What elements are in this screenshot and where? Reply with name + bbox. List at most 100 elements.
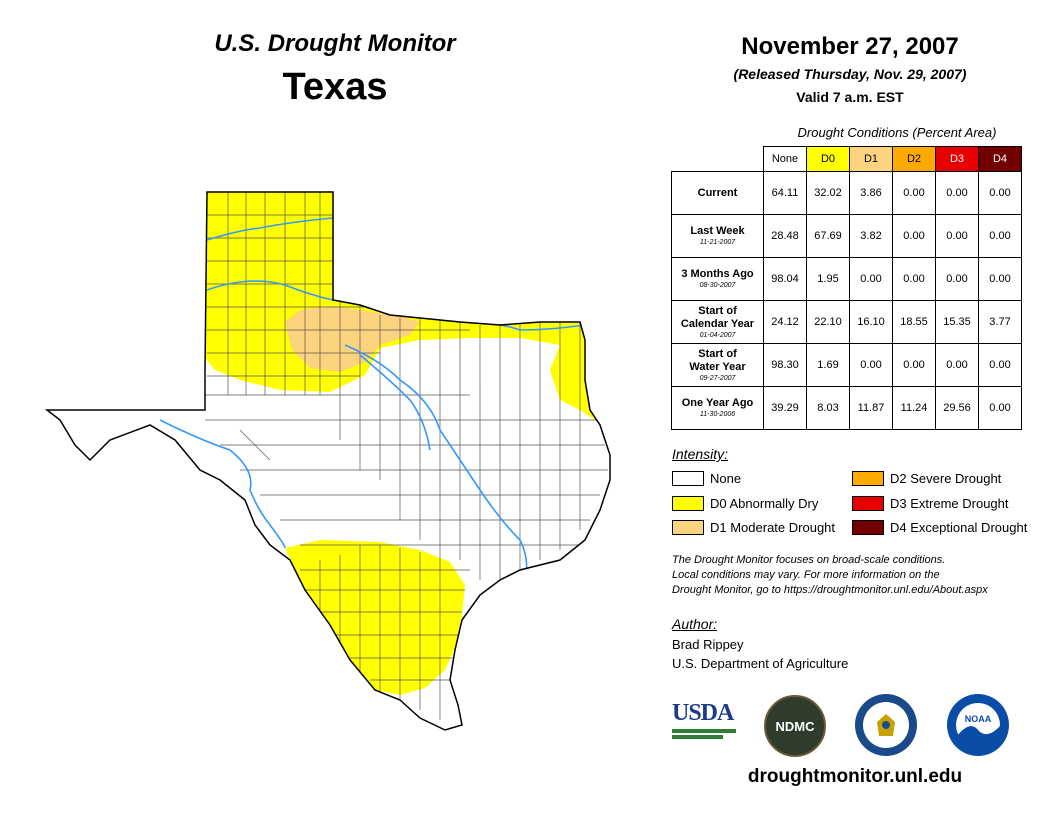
table-cell: 3.82: [849, 214, 893, 258]
legend-swatch: [672, 471, 704, 486]
table-cell: 98.30: [763, 343, 807, 387]
legend-label: D1 Moderate Drought: [710, 520, 836, 535]
table-cell: 29.56: [935, 386, 979, 430]
table-cell: 0.00: [849, 257, 893, 301]
table-cell: 8.03: [806, 386, 850, 430]
noaa-text: NOAA: [965, 714, 992, 724]
table-cell: 1.69: [806, 343, 850, 387]
table-cell: 28.48: [763, 214, 807, 258]
table-cell: 15.35: [935, 300, 979, 344]
doc-seal-logo: [855, 694, 917, 756]
legend-label: D4 Exceptional Drought: [890, 520, 1028, 535]
table-cell: 0.00: [935, 171, 979, 215]
row-label: Start of: [698, 304, 737, 317]
table-cell: 0.00: [892, 214, 936, 258]
d0-north-region: [190, 192, 595, 420]
table-cell: 0.00: [892, 257, 936, 301]
row-date: 11-21-2007: [699, 239, 736, 246]
legend-item-none: None: [672, 471, 741, 486]
footer-url: droughtmonitor.unl.edu: [747, 766, 963, 787]
table-row: Start of Calendar Year 01-04-2007 24.12 22…: [671, 300, 1022, 344]
table-cell: 0.00: [892, 343, 936, 387]
table-cell: 0.00: [935, 214, 979, 258]
table-row: One Year Ago 11-30-2006 39.29 8.03 11.87 …: [671, 386, 1022, 430]
map-date: November 27, 2007: [741, 33, 959, 60]
legend-swatch: [672, 520, 704, 535]
table-cell: 0.00: [935, 257, 979, 301]
state-title: Texas: [282, 66, 388, 108]
table-caption: Drought Conditions (Percent Area): [797, 125, 997, 140]
table-row: Current 64.11 32.02 3.86 0.00 0.00 0.00: [671, 171, 1022, 215]
col-header: D3: [935, 146, 979, 172]
table-cell: 11.24: [892, 386, 936, 430]
disclaimer-line: Drought Monitor, go to https://droughtmo…: [672, 584, 988, 596]
disclaimer: The Drought Monitor focuses on broad-sca…: [672, 553, 1044, 598]
usda-text: USDA: [672, 700, 734, 726]
legend-swatch: [852, 496, 884, 511]
col-header: D1: [849, 146, 893, 172]
row-label: Start of: [698, 347, 737, 360]
row-label-line2: Calendar Year: [680, 317, 755, 330]
table-cell: 11.87: [849, 386, 893, 430]
release-date: (Released Thursday, Nov. 29, 2007): [733, 66, 967, 82]
d0-south-region: [285, 540, 465, 695]
table-cell: 0.00: [978, 257, 1022, 301]
table-cell: 16.10: [849, 300, 893, 344]
table-cell: 0.00: [978, 386, 1022, 430]
legend-swatch: [672, 496, 704, 511]
table-cell: 3.77: [978, 300, 1022, 344]
legend-item-d1: D1 Moderate Drought: [672, 520, 835, 535]
author-label: Author:: [672, 616, 718, 632]
legend-swatch: [852, 471, 884, 486]
valid-time: Valid 7 a.m. EST: [796, 89, 904, 105]
row-label: Current: [697, 186, 738, 199]
col-header: D0: [806, 146, 850, 172]
table-cell: 0.00: [892, 171, 936, 215]
noaa-logo: NOAA: [947, 694, 1009, 756]
disclaimer-line: The Drought Monitor focuses on broad-sca…: [672, 554, 946, 566]
disclaimer-line: Local conditions may vary. For more info…: [672, 569, 940, 581]
col-header: D4: [978, 146, 1022, 172]
legend-label: None: [710, 471, 742, 486]
table-cell: 64.11: [763, 171, 807, 215]
state-outline: [44, 191, 611, 731]
table-cell: 24.12: [763, 300, 807, 344]
d1-region: [285, 306, 420, 372]
texas-drought-map: [0, 0, 660, 816]
row-label: Last Week: [690, 225, 745, 237]
legend-item-d4: D4 Exceptional Drought: [852, 520, 1027, 535]
legend-swatch: [852, 520, 884, 535]
table-cell: 18.55: [892, 300, 936, 344]
row-label: 3 Months Ago: [681, 268, 754, 280]
table-header-row: None D0 D1 D2 D3 D4: [672, 146, 1022, 172]
map-base: [0, 0, 660, 816]
table-cell: 32.02: [806, 171, 850, 215]
legend-item-d0: D0 Abnormally Dry: [672, 496, 818, 511]
row-date: 11-30-2006: [699, 411, 736, 418]
legend-label: D2 Severe Drought: [890, 471, 1002, 486]
table-cell: 0.00: [978, 171, 1022, 215]
ndmc-text: NDMC: [775, 718, 815, 734]
legend-label: D0 Abnormally Dry: [710, 496, 819, 511]
table-cell: 0.00: [935, 343, 979, 387]
row-date: 01-04-2007: [699, 331, 736, 339]
legend-label: D3 Extreme Drought: [890, 496, 1009, 511]
ndmc-logo: NDMC: [764, 695, 826, 757]
table-cell: 39.29: [763, 386, 807, 430]
table-row: 3 Months Ago 08-30-2007 98.04 1.95 0.00 0…: [671, 257, 1022, 301]
table-row: Last Week 11-21-2007 28.48 67.69 3.82 0.0…: [671, 214, 1022, 258]
table-cell: 22.10: [806, 300, 850, 344]
row-label: One Year Ago: [681, 397, 754, 409]
table-row: Start of Water Year 09-27-2007 98.30 1.69 …: [671, 343, 1022, 387]
row-date: 08-30-2007: [699, 282, 736, 289]
table-cell: 0.00: [978, 214, 1022, 258]
table-cell: 67.69: [806, 214, 850, 258]
drought-conditions-table: None D0 D1 D2 D3 D4 Current 64.11 32.02 …: [671, 146, 1022, 430]
row-label-line2: Water Year: [689, 360, 746, 373]
col-header: None: [763, 146, 807, 172]
table-cell: 0.00: [849, 343, 893, 387]
table-cell: 3.86: [849, 171, 893, 215]
legend-item-d2: D2 Severe Drought: [852, 471, 1001, 486]
usda-logo: USDA: [672, 700, 736, 748]
table-cell: 98.04: [763, 257, 807, 301]
